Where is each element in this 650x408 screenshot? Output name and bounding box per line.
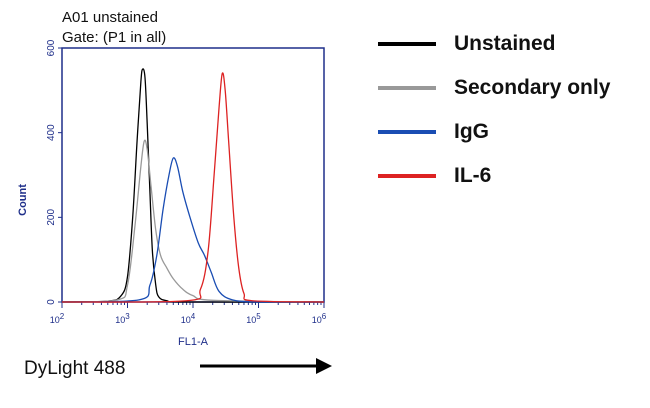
legend-swatch [378, 130, 436, 134]
y-axis: 0 200 400 600 [46, 39, 62, 305]
y-tick-label: 600 [46, 39, 57, 56]
x-tick-label: 103 [115, 312, 130, 325]
x-tick-label: 102 [50, 312, 65, 325]
series-line-unstained [61, 68, 325, 303]
legend: Unstained Secondary only IgG IL-6 [378, 22, 610, 198]
header-line-1: A01 unstained [62, 9, 158, 26]
x-tick-label: 106 [312, 312, 327, 325]
legend-item-il6: IL-6 [378, 154, 610, 198]
y-tick-label: 400 [46, 124, 57, 141]
series-line-secondary-only [61, 139, 325, 303]
series-line-igg [61, 157, 325, 303]
legend-swatch [378, 42, 436, 46]
series-layer [61, 68, 325, 303]
plot-frame [61, 47, 325, 303]
legend-item-igg: IgG [378, 110, 610, 154]
legend-label: IL-6 [454, 164, 492, 187]
y-axis-label: Count [17, 184, 29, 216]
legend-item-secondary-only: Secondary only [378, 66, 610, 110]
header-line-2: Gate: (P1 in all) [62, 29, 166, 46]
y-tick-label: 0 [46, 299, 57, 305]
legend-label: Secondary only [454, 76, 611, 99]
series-line-il-6 [61, 72, 325, 303]
x-axis-label: FL1-A [178, 336, 209, 348]
legend-label: Unstained [454, 32, 556, 55]
legend-label: IgG [454, 120, 489, 143]
y-tick-label: 200 [46, 209, 57, 226]
legend-swatch [378, 86, 436, 90]
legend-item-unstained: Unstained [378, 22, 610, 66]
legend-swatch [378, 174, 436, 178]
footer-label: DyLight 488 [24, 358, 125, 379]
arrow-right-icon [200, 358, 332, 374]
x-tick-label: 104 [181, 312, 196, 325]
x-tick-label: 105 [246, 312, 261, 325]
x-axis: 102 103 104 105 106 [50, 302, 327, 325]
